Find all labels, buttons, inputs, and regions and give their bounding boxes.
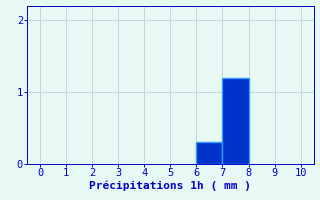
Bar [222,78,249,164]
Bar [196,142,222,164]
X-axis label: Précipitations 1h ( mm ): Précipitations 1h ( mm ) [89,181,252,191]
